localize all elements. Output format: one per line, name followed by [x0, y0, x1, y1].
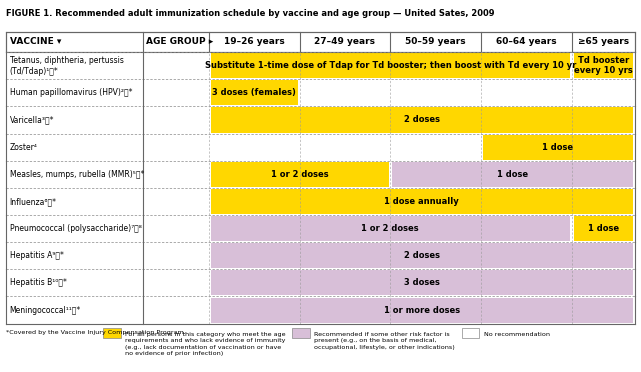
- FancyBboxPatch shape: [6, 52, 635, 79]
- Text: 3 doses (females): 3 doses (females): [212, 88, 296, 97]
- FancyBboxPatch shape: [211, 298, 633, 323]
- Text: 2 doses: 2 doses: [404, 251, 440, 260]
- Text: 1 dose: 1 dose: [588, 224, 619, 233]
- Text: Meningococcal¹¹，*: Meningococcal¹¹，*: [10, 305, 81, 315]
- Text: For all persons in this category who meet the age
requirements and who lack evid: For all persons in this category who mee…: [125, 332, 286, 356]
- Text: 50–59 years: 50–59 years: [405, 37, 466, 46]
- FancyBboxPatch shape: [392, 162, 633, 187]
- Text: Td booster
every 10 yrs: Td booster every 10 yrs: [574, 56, 633, 76]
- FancyBboxPatch shape: [103, 328, 121, 339]
- Text: Hepatitis A⁹，*: Hepatitis A⁹，*: [10, 251, 63, 260]
- FancyBboxPatch shape: [574, 53, 633, 78]
- FancyBboxPatch shape: [211, 270, 633, 295]
- FancyBboxPatch shape: [6, 161, 635, 188]
- FancyBboxPatch shape: [483, 135, 633, 160]
- FancyBboxPatch shape: [6, 296, 635, 324]
- Text: Substitute 1-time dose of Tdap for Td booster; then boost with Td every 10 yr: Substitute 1-time dose of Tdap for Td bo…: [204, 61, 576, 70]
- FancyBboxPatch shape: [6, 242, 635, 269]
- Text: Hepatitis B¹⁰，*: Hepatitis B¹⁰，*: [10, 278, 67, 288]
- Text: Varicella³，*: Varicella³，*: [10, 115, 54, 125]
- Text: Influenza⁶，*: Influenza⁶，*: [10, 197, 56, 206]
- FancyBboxPatch shape: [6, 32, 635, 52]
- Text: FIGURE 1. Recommended adult immunization schedule by vaccine and age group — Uni: FIGURE 1. Recommended adult immunization…: [6, 9, 495, 18]
- FancyBboxPatch shape: [211, 80, 298, 105]
- FancyBboxPatch shape: [6, 79, 635, 106]
- FancyBboxPatch shape: [211, 108, 633, 132]
- FancyBboxPatch shape: [211, 216, 570, 241]
- FancyBboxPatch shape: [6, 106, 635, 134]
- Text: Tetanus, diphtheria, pertussis
(Td/Tdap)¹，*: Tetanus, diphtheria, pertussis (Td/Tdap)…: [10, 56, 124, 76]
- FancyBboxPatch shape: [574, 216, 633, 241]
- Text: 1 or more doses: 1 or more doses: [384, 305, 460, 315]
- FancyBboxPatch shape: [211, 189, 633, 214]
- FancyBboxPatch shape: [6, 215, 635, 242]
- Text: Human papillomavirus (HPV)²，*: Human papillomavirus (HPV)²，*: [10, 88, 132, 97]
- Text: *Covered by the Vaccine Injury Compensation Program.: *Covered by the Vaccine Injury Compensat…: [6, 330, 186, 335]
- Text: No recommendation: No recommendation: [484, 332, 550, 337]
- Text: Zoster⁴: Zoster⁴: [10, 142, 37, 152]
- Text: Measles, mumps, rubella (MMR)⁵，*: Measles, mumps, rubella (MMR)⁵，*: [10, 170, 144, 179]
- FancyBboxPatch shape: [6, 269, 635, 296]
- Text: 1 dose annually: 1 dose annually: [385, 197, 459, 206]
- Text: Pneumococcal (polysaccharide)⁷，⁸: Pneumococcal (polysaccharide)⁷，⁸: [10, 224, 142, 233]
- Text: 1 or 2 doses: 1 or 2 doses: [271, 170, 328, 179]
- FancyBboxPatch shape: [6, 188, 635, 215]
- FancyBboxPatch shape: [211, 53, 570, 78]
- Text: ≥65 years: ≥65 years: [578, 37, 629, 46]
- FancyBboxPatch shape: [462, 328, 479, 339]
- Text: AGE GROUP ▸: AGE GROUP ▸: [146, 37, 213, 46]
- FancyBboxPatch shape: [292, 328, 310, 339]
- Text: VACCINE ▾: VACCINE ▾: [10, 37, 61, 46]
- FancyBboxPatch shape: [6, 134, 635, 161]
- Text: 27–49 years: 27–49 years: [315, 37, 376, 46]
- Text: 1 or 2 doses: 1 or 2 doses: [362, 224, 419, 233]
- Text: 3 doses: 3 doses: [404, 278, 440, 288]
- Text: 1 dose: 1 dose: [542, 142, 574, 152]
- Text: 2 doses: 2 doses: [404, 115, 440, 125]
- Text: Recommended if some other risk factor is
present (e.g., on the basis of medical,: Recommended if some other risk factor is…: [314, 332, 455, 350]
- FancyBboxPatch shape: [211, 243, 633, 268]
- Text: 1 dose: 1 dose: [497, 170, 528, 179]
- FancyBboxPatch shape: [211, 162, 388, 187]
- Text: 19–26 years: 19–26 years: [224, 37, 285, 46]
- Text: 60–64 years: 60–64 years: [496, 37, 557, 46]
